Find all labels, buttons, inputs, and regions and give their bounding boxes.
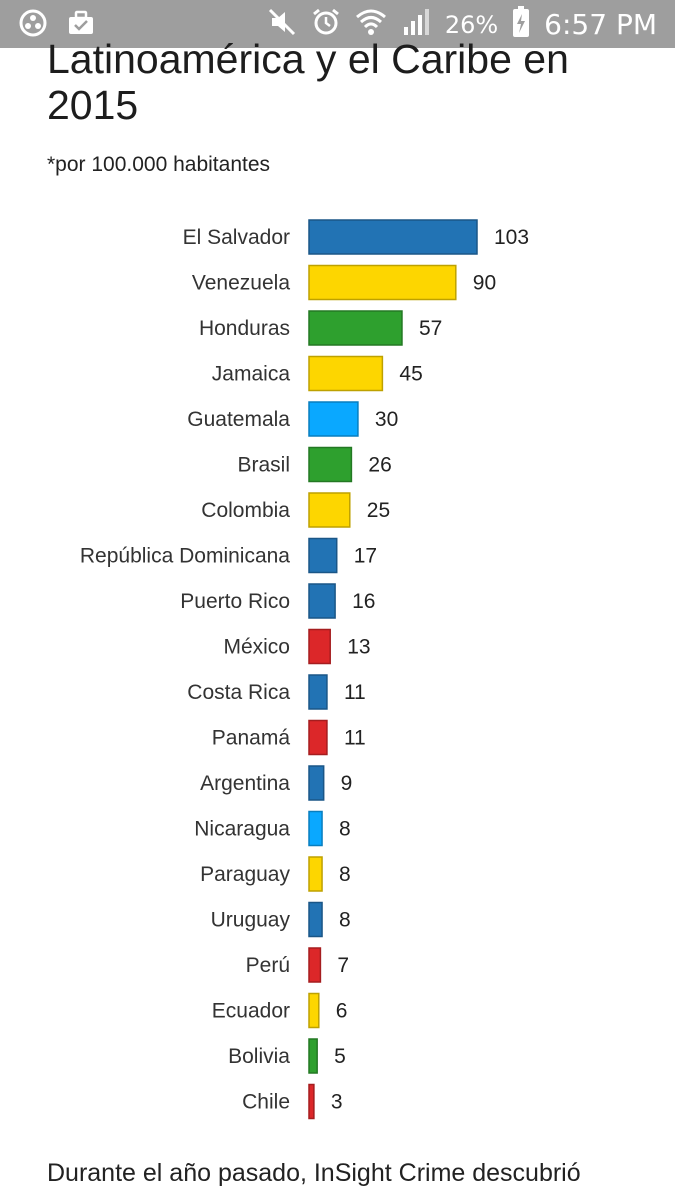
value-label: 103	[494, 226, 529, 249]
category-label: Bolivia	[228, 1045, 290, 1068]
category-label: Honduras	[199, 317, 290, 340]
bar	[308, 628, 331, 665]
value-label: 25	[367, 499, 390, 522]
bar	[308, 947, 322, 983]
value-label: 90	[473, 272, 496, 295]
value-label: 57	[419, 317, 442, 340]
bar	[308, 765, 325, 801]
category-label: Colombia	[201, 499, 290, 522]
bar	[308, 901, 323, 938]
category-label: República Dominicana	[80, 545, 290, 568]
bar	[308, 856, 323, 892]
category-label: Brasil	[237, 454, 290, 477]
bar	[308, 219, 478, 255]
value-label: 8	[339, 818, 351, 841]
mute-icon	[267, 7, 297, 42]
category-label: Uruguay	[211, 909, 291, 932]
category-label: Puerto Rico	[180, 590, 290, 613]
category-label: Perú	[246, 954, 290, 977]
value-label: 8	[339, 863, 351, 886]
battery-charging-icon	[512, 6, 530, 43]
bar	[308, 537, 338, 574]
clock: 6:57 PM	[544, 8, 657, 41]
app-icon	[18, 8, 48, 43]
value-label: 16	[352, 590, 375, 613]
value-label: 30	[375, 408, 398, 431]
bar	[308, 810, 323, 847]
category-label: Panamá	[212, 727, 291, 750]
category-label: Jamaica	[212, 363, 291, 386]
bar	[308, 355, 384, 392]
signal-icon	[401, 7, 431, 42]
bar	[308, 992, 320, 1029]
article-body-text: Durante el año pasado, InSight Crime des…	[47, 1159, 581, 1187]
category-label: México	[223, 636, 290, 659]
bar	[308, 583, 336, 619]
category-label: El Salvador	[183, 226, 290, 249]
category-label: Argentina	[200, 772, 290, 795]
value-label: 26	[368, 454, 391, 477]
category-label: Venezuela	[192, 272, 290, 295]
alarm-icon	[311, 7, 341, 42]
bar	[308, 401, 359, 437]
bar	[308, 492, 351, 528]
category-label: Costa Rica	[187, 681, 290, 704]
bar	[308, 674, 328, 710]
category-label: Paraguay	[200, 863, 290, 886]
page-title: Latinoamérica y el Caribe en 2015	[47, 36, 569, 128]
chart-subtitle: *por 100.000 habitantes	[47, 153, 271, 176]
value-label: 17	[354, 545, 377, 568]
category-label: Nicaragua	[194, 818, 290, 841]
value-label: 45	[399, 363, 422, 386]
bar	[308, 446, 353, 483]
value-label: 13	[347, 636, 370, 659]
value-label: 6	[336, 1000, 348, 1023]
category-label: Guatemala	[187, 408, 290, 431]
bar	[308, 1083, 315, 1120]
value-label: 11	[344, 727, 366, 750]
category-label: Chile	[242, 1091, 290, 1114]
status-bar: 26% 6:57 PM	[0, 0, 675, 48]
bar	[308, 1038, 318, 1074]
value-label: 8	[339, 909, 351, 932]
category-label: Ecuador	[212, 1000, 290, 1023]
value-label: 7	[337, 954, 349, 977]
bar	[308, 719, 328, 756]
briefcase-icon	[66, 8, 96, 43]
value-label: 11	[344, 681, 366, 704]
wifi-icon	[355, 7, 387, 42]
battery-percent: 26%	[444, 10, 499, 39]
bar	[308, 264, 457, 301]
value-label: 3	[331, 1091, 343, 1114]
value-label: 9	[341, 772, 353, 795]
bar	[308, 310, 403, 346]
value-label: 5	[334, 1045, 346, 1068]
